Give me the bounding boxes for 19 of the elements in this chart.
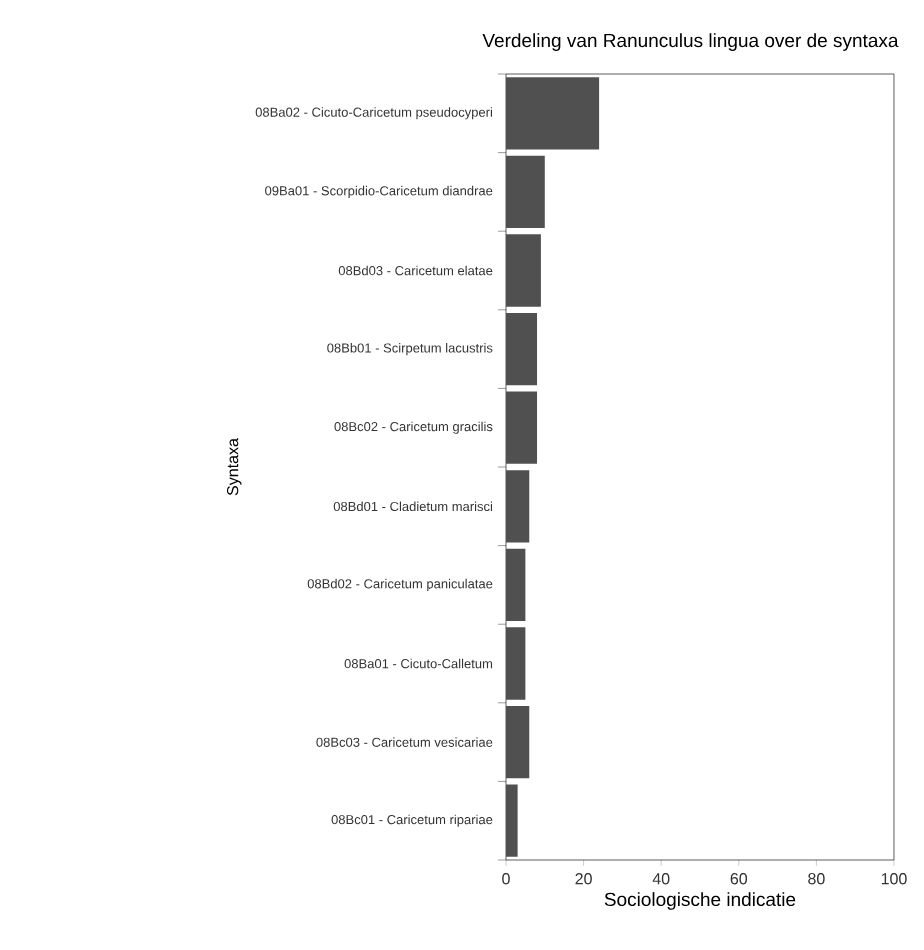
bar (505, 77, 600, 150)
bar (505, 312, 538, 386)
bar (505, 627, 526, 700)
x-axis-title: Sociologische indicatie (604, 892, 796, 910)
x-tick-label: 60 (730, 873, 748, 885)
bar (505, 705, 530, 779)
bar (505, 784, 518, 857)
x-tick-label: 20 (575, 873, 592, 885)
chart-title: Verdeling van Ranunculus lingua over de syntaxa (482, 33, 899, 51)
bar (505, 548, 526, 622)
y-axis-title: Syntaxa (226, 438, 242, 496)
bar (505, 155, 545, 229)
bar (505, 391, 538, 464)
x-tick-label: 100 (881, 873, 907, 885)
x-tick-label: 40 (652, 873, 670, 885)
x-tick-label: 80 (808, 873, 825, 885)
bar (505, 234, 541, 307)
x-tick-label: 0 (502, 873, 510, 885)
bar (505, 470, 530, 543)
